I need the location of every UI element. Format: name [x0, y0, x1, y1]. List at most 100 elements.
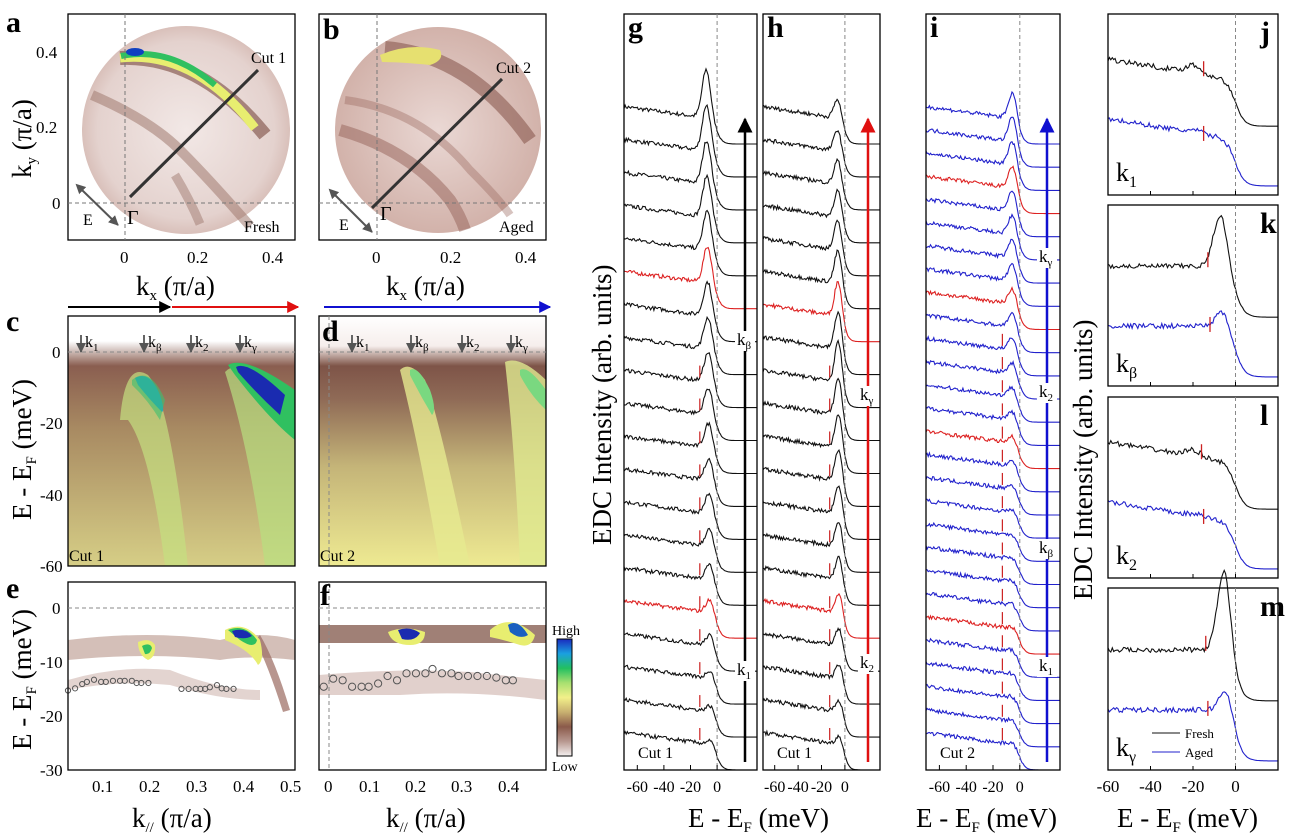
fermi-surface-disk: [335, 27, 541, 233]
y-ticks: 0 -10 -20 -30: [40, 599, 63, 780]
k-label: k2: [1116, 541, 1137, 574]
band-fs-arc: [344, 96, 514, 218]
x-tick-label: 0: [713, 779, 721, 796]
edc-curve: [762, 129, 880, 178]
edc-curve-aged: [1107, 117, 1278, 187]
peak-marker: [102, 678, 109, 686]
x-tick-label: 0.4: [262, 248, 284, 267]
edc-curve: [762, 310, 880, 376]
peak-marker: [90, 676, 98, 683]
y-axis-label: EDC Intensity (arb. units): [587, 265, 617, 545]
x-tick-label: -20: [982, 779, 1003, 796]
intensity-blob-gamma-core: [508, 622, 528, 637]
x-tick-label: 0.1: [359, 777, 380, 796]
edc-curve: [925, 683, 1060, 725]
peak-marker: [473, 671, 482, 681]
edc-curve: [926, 637, 1060, 678]
colorbar-low-label: Low: [552, 760, 579, 775]
x-axis-label: E - EF (meV): [1117, 803, 1258, 836]
edc-curve: [623, 632, 757, 672]
legend-label-aged: Aged: [1185, 745, 1214, 760]
peak-marker: [374, 679, 383, 688]
x-tick-label: 0.4: [515, 248, 537, 267]
y-tick-label: -30: [40, 761, 63, 780]
intensity-blob-beta-core: [398, 628, 420, 640]
y-tick-label: 0: [52, 343, 61, 362]
band-fs-hotspot: [126, 48, 144, 56]
edc-curve: [925, 90, 1060, 145]
band-smear-lower: [68, 668, 260, 700]
edc-curve: [925, 451, 1060, 493]
edc-curve: [925, 475, 1060, 516]
plot-frame: [67, 581, 296, 771]
edc-curve-fresh: [1107, 568, 1278, 702]
edc-curve-aged: [1107, 499, 1278, 570]
edc-curve: [623, 457, 757, 507]
panel-letter: a: [6, 6, 21, 39]
intensity-blob-beta-core: [142, 644, 152, 655]
label-background: [735, 661, 755, 681]
x-tick-label: 0.2: [405, 777, 426, 796]
peak-marker: [206, 684, 213, 691]
y-ticks: 0.4 0.2 0: [36, 43, 61, 213]
k-label: kγ: [1116, 733, 1136, 766]
sample-label: Fresh: [244, 219, 280, 236]
label-background: [1037, 248, 1057, 268]
edc-curve: [623, 141, 757, 211]
polarization-label: E: [339, 217, 349, 234]
panel-letter: f: [320, 579, 331, 612]
x-tick-label: 0.3: [186, 777, 207, 796]
intensity-blob-gamma-core: [232, 629, 252, 639]
edc-curve: [925, 591, 1060, 632]
edc-curve: [762, 188, 880, 244]
peak-marker: [121, 677, 128, 684]
edc-curve: [762, 98, 880, 145]
edc-curve: [925, 311, 1060, 354]
x-axis-label: k// (π/a): [386, 803, 466, 836]
band-fs-hotspot: [380, 46, 442, 65]
x-axis-label: E - EF (meV): [688, 803, 829, 836]
label-background: [1037, 539, 1057, 559]
peak-marker: [185, 685, 192, 692]
band-fs-arc-yellow: [119, 52, 259, 131]
y-tick-label: 0.2: [36, 118, 57, 137]
polarization-arrow: [328, 188, 373, 233]
peak-marker: [178, 685, 185, 692]
y-tick-label: 0.4: [36, 43, 58, 62]
cut-label: Cut 2: [496, 60, 531, 77]
peak-marker: [437, 669, 447, 678]
edc-curve: [762, 522, 880, 573]
plot-frame: [1107, 396, 1279, 579]
edc-curve: [925, 661, 1060, 701]
edc-curve: [925, 545, 1060, 586]
gamma-label: Γ: [380, 203, 392, 225]
edc-curve: [623, 173, 757, 244]
panel-letter: b: [323, 13, 340, 46]
panel-letter: c: [6, 305, 19, 338]
x-tick-label: -40: [787, 779, 808, 796]
x-tick-label: -60: [764, 779, 785, 796]
edc-curve: [762, 219, 880, 277]
edc-curve: [925, 498, 1060, 539]
edc-curve: [623, 209, 757, 277]
y-tick-label: 0: [52, 599, 61, 618]
x-axis-label: E - EF (meV): [916, 803, 1057, 836]
colorbar-gradient: [556, 638, 573, 757]
peak-marker: [383, 671, 392, 681]
peak-marker: [482, 671, 491, 681]
sample-label: Aged: [499, 219, 534, 236]
band-smear: [319, 625, 546, 643]
peak-marker: [329, 674, 338, 683]
band-dispersion-gamma-green: [520, 369, 546, 410]
edc-curve-highlight: [623, 597, 757, 639]
plot-frame: [67, 13, 296, 241]
edc-curve: [623, 492, 757, 540]
panel-letter: g: [628, 11, 643, 44]
x-ticks: 0 0.2 0.4: [372, 248, 537, 267]
k-label: k1: [1116, 158, 1137, 191]
label-background: [1037, 383, 1057, 403]
plot-frame: [623, 13, 758, 771]
panel-letter: d: [322, 315, 339, 348]
